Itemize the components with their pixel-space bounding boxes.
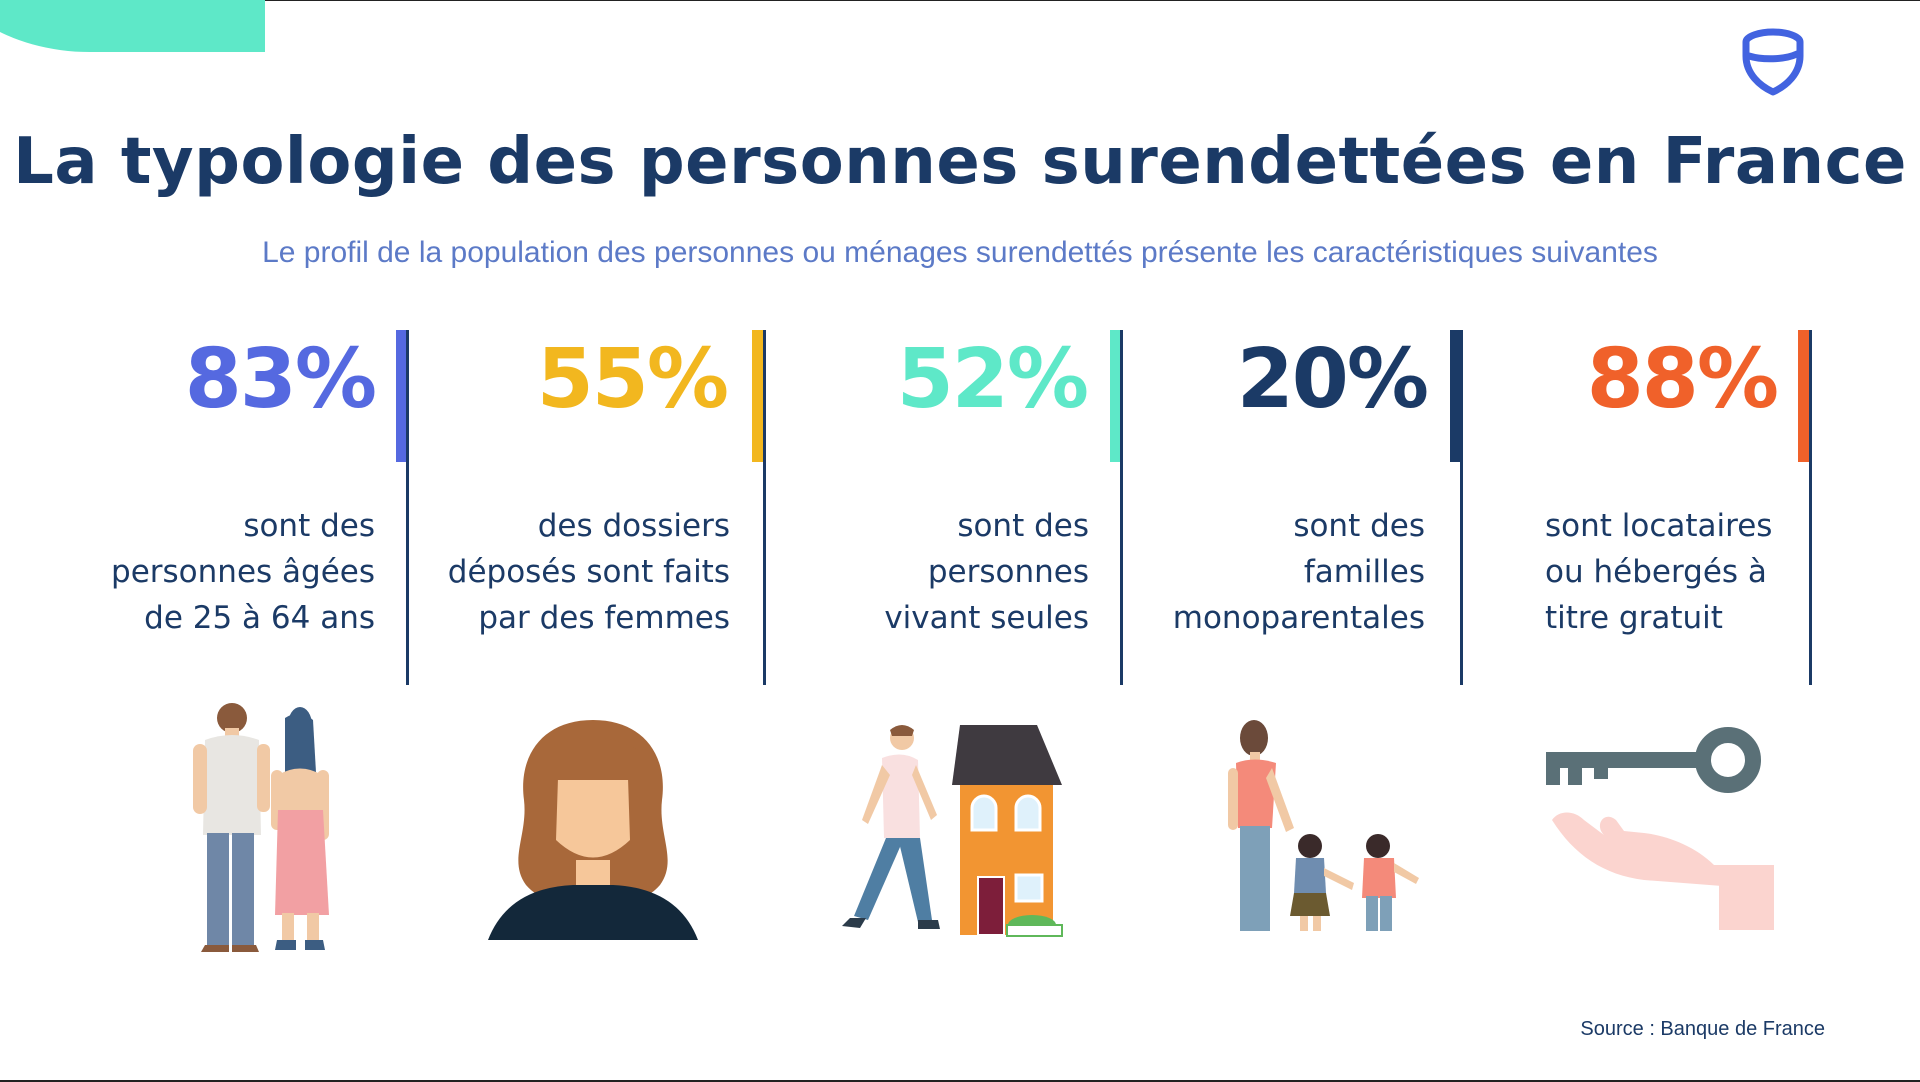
stat-description: sont locataires ou hébergés à titre grat… — [1545, 508, 1773, 636]
stat-living-alone: 52% sont des personnes vivant seules — [0, 330, 1130, 685]
stat-value: 55% — [536, 332, 729, 427]
stat-accent-bar — [1110, 330, 1121, 462]
stat-women: 55% des dossiers déposés sont faits par … — [0, 330, 780, 685]
stat-tenants: 88% sont locataires ou hébergés à titre … — [0, 330, 1820, 685]
woman-illustration — [488, 720, 698, 940]
man-and-house-illustration — [842, 725, 1063, 937]
stat-divider — [763, 330, 766, 685]
stat-divider — [1120, 330, 1123, 685]
corner-decoration — [0, 0, 265, 52]
source-credit: Source : Banque de France — [1580, 1018, 1825, 1040]
stat-accent-bar — [1798, 330, 1809, 462]
stat-age-25-64: 83% sont des personnes âgées de 25 à 64 … — [0, 330, 420, 685]
single-parent-family-illustration — [1228, 720, 1419, 931]
stat-divider — [1809, 330, 1812, 685]
stat-accent-bar — [396, 330, 407, 462]
stat-accent-bar — [1450, 330, 1461, 462]
stat-value: 52% — [896, 332, 1089, 427]
stat-value: 20% — [1236, 332, 1429, 427]
stat-description: des dossiers déposés sont faits par des … — [447, 508, 730, 636]
stat-value: 88% — [1586, 332, 1779, 427]
stat-description: sont des familles monoparentales — [1172, 508, 1425, 636]
key-in-hand-illustration — [1546, 727, 1774, 930]
stat-description: sont des personnes vivant seules — [884, 508, 1089, 636]
shield-logo-icon — [1742, 28, 1804, 96]
stat-value: 83% — [184, 332, 377, 427]
stat-divider — [1460, 330, 1463, 685]
couple-illustration — [193, 703, 329, 952]
page-subtitle: Le profil de la population des personnes… — [262, 236, 1658, 269]
stat-accent-bar — [752, 330, 763, 462]
stat-single-parent: 20% sont des familles monoparentales — [0, 330, 1470, 685]
stat-divider — [406, 330, 409, 685]
stat-description: sont des personnes âgées de 25 à 64 ans — [111, 508, 375, 636]
page-title: La typologie des personnes surendettées … — [13, 125, 1907, 199]
